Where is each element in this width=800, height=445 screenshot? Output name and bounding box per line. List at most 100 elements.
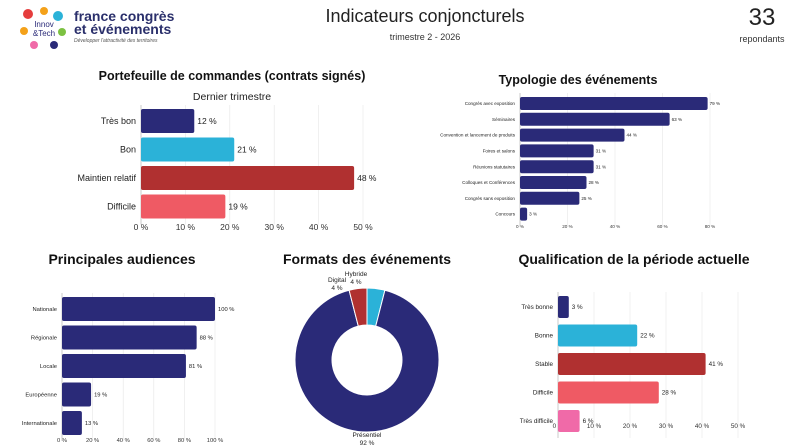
tick-label-typologie: 40 % <box>610 224 620 229</box>
data-label-audiences: 88 % <box>200 336 213 342</box>
bar-qualification <box>558 410 580 432</box>
data-label-typologie: 63 % <box>672 117 682 122</box>
slice-value-label: 4 % <box>331 285 342 292</box>
data-label-qualification: 6 % <box>583 418 594 425</box>
category-label-portefeuille: Bon <box>120 145 136 155</box>
respondents-count: 33 <box>748 4 776 31</box>
innov-tech-badge: Innov &Tech <box>20 7 66 49</box>
bar-portefeuille <box>141 109 195 133</box>
logo: Innov &Tech france congrès et événements… <box>18 6 198 50</box>
slice-name-label: Digital <box>328 277 347 284</box>
tick-label-portefeuille: 0 % <box>134 222 149 232</box>
bar-typologie <box>520 160 594 174</box>
category-label-qualification: Stable <box>535 361 553 368</box>
slice-name-label: Hybride <box>345 271 368 278</box>
tick-label-audiences: 20 % <box>86 438 99 444</box>
data-label-typologie: 31 % <box>596 149 606 154</box>
category-label-typologie: Convention et lancement de produits <box>440 133 516 138</box>
data-label-portefeuille: 48 % <box>357 173 377 183</box>
page-subtitle: trimestre 2 - 2026 <box>389 32 461 42</box>
category-label-qualification: Très bonne <box>521 304 553 311</box>
tick-label-qualification: 30 % <box>659 423 674 430</box>
data-label-audiences: 81 % <box>189 364 202 370</box>
slice-value-label: 4 % <box>350 279 361 286</box>
data-label-portefeuille: 12 % <box>197 116 217 126</box>
bar-audiences <box>62 297 215 321</box>
tick-label-portefeuille: 40 % <box>309 222 329 232</box>
category-label-typologie: Foires et salons <box>483 149 516 154</box>
bar-qualification <box>558 324 638 347</box>
tick-label-audiences: 80 % <box>178 438 191 444</box>
chart-title-qualification: Qualification de la période actuelle <box>518 251 749 267</box>
badge-line1: Innov <box>34 20 54 29</box>
tick-label-audiences: 40 % <box>117 438 130 444</box>
bar-qualification <box>558 296 569 318</box>
bar-audiences <box>62 325 197 350</box>
brand-tagline: Développer l'attractivité des territoire… <box>74 38 158 44</box>
data-label-audiences: 19 % <box>94 393 107 399</box>
category-label-audiences: Nationale <box>33 307 58 313</box>
category-label-audiences: Européenne <box>25 393 57 399</box>
tick-label-audiences: 100 % <box>207 438 223 444</box>
data-label-qualification: 22 % <box>640 333 655 340</box>
chart-subtitle-portefeuille: Dernier trimestre <box>193 91 271 103</box>
category-label-portefeuille: Très bon <box>101 116 136 126</box>
bar-typologie <box>520 207 528 221</box>
category-label-typologie: Concours <box>495 212 515 217</box>
category-label-portefeuille: Difficile <box>107 202 136 212</box>
chart-title-audiences: Principales audiences <box>48 251 195 267</box>
category-label-portefeuille: Maintien relatif <box>77 173 136 183</box>
tick-label-portefeuille: 10 % <box>176 222 196 232</box>
category-label-qualification: Difficile <box>533 390 554 397</box>
slice-value-label: 92 % <box>360 440 375 445</box>
category-label-qualification: Bonne <box>535 333 554 340</box>
pie-slice-digital <box>348 287 368 327</box>
data-label-portefeuille: 21 % <box>237 144 257 154</box>
tick-label-portefeuille: 50 % <box>353 222 373 232</box>
data-label-typologie: 25 % <box>581 196 591 201</box>
category-label-typologie: Séminaires <box>492 117 516 122</box>
data-label-typologie: 44 % <box>627 133 637 138</box>
chart-title-typologie: Typologie des événements <box>499 73 658 87</box>
data-label-audiences: 100 % <box>218 307 234 313</box>
chart-title-formats: Formats des événements <box>283 251 451 267</box>
data-label-typologie: 79 % <box>710 101 720 106</box>
bar-typologie <box>520 144 594 158</box>
bar-portefeuille <box>141 137 235 162</box>
category-label-audiences: Internationale <box>22 421 57 427</box>
category-label-audiences: Locale <box>40 364 57 370</box>
page-title: Indicateurs conjoncturels <box>325 6 525 26</box>
category-label-typologie: Congrès avec exposition <box>465 101 516 106</box>
pie-slice-présentiel <box>294 289 440 433</box>
bar-audiences <box>62 354 186 378</box>
tick-label-typologie: 20 % <box>562 224 572 229</box>
bar-typologie <box>520 97 708 110</box>
category-label-audiences: Régionale <box>31 336 57 342</box>
tick-label-qualification: 50 % <box>731 423 746 430</box>
tick-label-qualification: 40 % <box>695 423 710 430</box>
brand-line1: france congrès <box>74 8 175 24</box>
tick-label-portefeuille: 30 % <box>265 222 285 232</box>
tick-label-typologie: 60 % <box>657 224 667 229</box>
data-label-portefeuille: 19 % <box>228 201 248 211</box>
category-label-typologie: Colloques et Conférences <box>462 180 516 185</box>
tick-label-audiences: 60 % <box>147 438 160 444</box>
bar-typologie <box>520 112 670 126</box>
data-label-qualification: 41 % <box>709 361 724 368</box>
tick-label-qualification: 10 % <box>587 423 602 430</box>
brand-name: france congrès et événements <box>74 8 175 36</box>
bar-portefeuille <box>141 166 355 190</box>
data-label-typologie: 3 % <box>529 212 537 217</box>
tick-label-typologie: 80 % <box>705 224 715 229</box>
tick-label-portefeuille: 20 % <box>220 222 240 232</box>
respondents-label: repondants <box>739 34 785 44</box>
data-label-audiences: 13 % <box>85 421 98 427</box>
bar-qualification <box>558 381 659 404</box>
category-label-typologie: Réunions statutaires <box>473 164 516 169</box>
bar-typologie <box>520 128 625 142</box>
bar-typologie <box>520 176 587 189</box>
data-label-qualification: 28 % <box>662 390 677 397</box>
category-label-typologie: Congrès sans exposition <box>465 196 516 201</box>
bar-typologie <box>520 191 580 205</box>
